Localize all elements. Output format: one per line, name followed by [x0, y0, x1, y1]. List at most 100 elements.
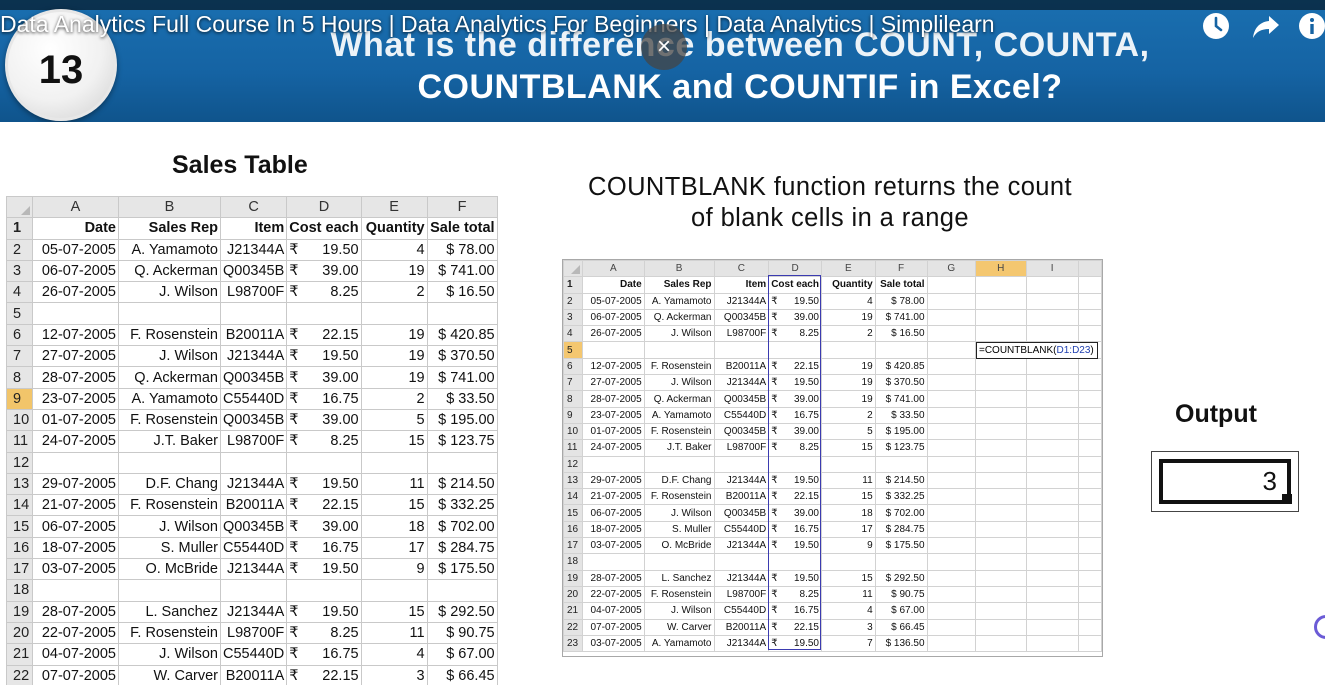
empty-cell[interactable]	[926, 422, 977, 441]
table-cell[interactable]: ₹19.50	[286, 472, 362, 496]
table-cell[interactable]: ₹16.75	[286, 536, 362, 560]
table-cell[interactable]: Cost each	[286, 217, 362, 240]
table-cell[interactable]: $ 420.85	[426, 323, 498, 347]
table-cell[interactable]: 28-07-2005	[32, 600, 119, 623]
table-cell[interactable]: 03-07-2005	[581, 537, 645, 555]
empty-cell[interactable]	[926, 374, 977, 392]
row-number[interactable]: 20	[563, 585, 583, 604]
column-header[interactable]: C	[713, 260, 770, 278]
row-number[interactable]: 19	[563, 569, 583, 587]
row-number[interactable]: 10	[563, 422, 583, 441]
table-cell[interactable]	[360, 579, 428, 602]
table-cell[interactable]: J. Wilson	[118, 515, 221, 538]
table-cell[interactable]: $ 741.00	[426, 259, 498, 283]
table-cell[interactable]: 11	[820, 585, 876, 604]
row-number[interactable]: 2	[6, 238, 33, 261]
empty-cell[interactable]	[926, 569, 977, 587]
table-cell[interactable]: 17	[820, 520, 876, 539]
table-cell[interactable]: $ 370.50	[426, 345, 498, 368]
empty-cell[interactable]	[926, 308, 977, 327]
table-cell[interactable]	[286, 579, 362, 602]
empty-cell[interactable]	[975, 390, 1027, 408]
table-cell[interactable]: J21344A	[713, 634, 770, 653]
table-cell[interactable]: F. Rosenstein	[643, 357, 715, 376]
empty-cell[interactable]	[1025, 374, 1079, 392]
row-number[interactable]: 18	[6, 579, 33, 602]
empty-cell[interactable]	[1077, 618, 1102, 636]
table-cell[interactable]: $ 175.50	[426, 558, 498, 581]
table-cell[interactable]: ₹8.25	[768, 325, 822, 343]
table-cell[interactable]: 12-07-2005	[581, 357, 645, 376]
empty-cell[interactable]	[1077, 390, 1102, 408]
row-number[interactable]: 20	[6, 621, 33, 645]
table-cell[interactable]: 4	[820, 602, 876, 620]
empty-cell[interactable]	[975, 455, 1027, 473]
table-cell[interactable]: ₹19.50	[768, 569, 822, 587]
empty-cell[interactable]	[926, 602, 977, 620]
empty-cell[interactable]	[1025, 308, 1079, 327]
empty-cell[interactable]	[1025, 325, 1079, 343]
table-cell[interactable]: $ 16.50	[426, 281, 498, 304]
table-cell[interactable]: 4	[360, 238, 428, 261]
empty-cell[interactable]	[1025, 439, 1079, 457]
table-cell[interactable]: Item	[219, 217, 288, 240]
table-cell[interactable]: Q00345B	[713, 308, 770, 327]
column-header[interactable]: C	[219, 195, 288, 219]
table-cell[interactable]: D.F. Chang	[118, 472, 221, 496]
empty-cell[interactable]	[926, 520, 977, 539]
row-number[interactable]: 19	[6, 600, 33, 623]
table-cell[interactable]: ₹22.15	[286, 494, 362, 517]
table-cell[interactable]: 21-07-2005	[581, 488, 645, 506]
table-cell[interactable]	[581, 341, 645, 359]
select-all-corner[interactable]	[6, 195, 33, 219]
table-cell[interactable]: 11	[360, 621, 428, 645]
empty-cell[interactable]	[1077, 602, 1102, 620]
table-cell[interactable]: 06-07-2005	[581, 504, 645, 522]
column-header[interactable]: F	[426, 195, 498, 219]
table-cell[interactable]: 15	[360, 494, 428, 517]
table-cell[interactable]: A. Yamamoto	[118, 238, 221, 261]
row-number[interactable]: 4	[563, 325, 583, 343]
table-cell[interactable]: L. Sanchez	[118, 600, 221, 623]
empty-cell[interactable]	[926, 292, 977, 310]
table-cell[interactable]: 19	[820, 390, 876, 408]
table-cell[interactable]: J21344A	[219, 600, 288, 623]
table-cell[interactable]: $ 90.75	[874, 585, 928, 604]
table-cell[interactable]: A. Yamamoto	[643, 292, 715, 310]
table-cell[interactable]: $ 332.25	[426, 494, 498, 517]
table-cell[interactable]	[118, 579, 221, 602]
row-number[interactable]: 17	[6, 558, 33, 581]
table-cell[interactable]: ₹39.00	[768, 422, 822, 441]
table-cell[interactable]: ₹39.00	[286, 515, 362, 538]
column-header[interactable]: E	[360, 195, 428, 219]
table-cell[interactable]: 19	[360, 259, 428, 283]
empty-cell[interactable]	[975, 292, 1027, 310]
empty-cell[interactable]	[926, 439, 977, 457]
table-cell[interactable]: Q00345B	[219, 515, 288, 538]
table-cell[interactable]: $ 292.50	[426, 600, 498, 623]
column-header[interactable]: B	[643, 260, 715, 278]
row-number[interactable]: 14	[6, 494, 33, 517]
empty-cell[interactable]	[1025, 537, 1079, 555]
table-cell[interactable]: 26-07-2005	[581, 325, 645, 343]
table-cell[interactable]: J21344A	[713, 374, 770, 392]
table-cell[interactable]: J. Wilson	[643, 374, 715, 392]
table-cell[interactable]: B20011A	[219, 494, 288, 517]
table-cell[interactable]: L98700F	[713, 585, 770, 604]
table-cell[interactable]: ₹19.50	[286, 600, 362, 623]
row-number[interactable]: 12	[563, 455, 583, 473]
table-cell[interactable]: 18-07-2005	[581, 520, 645, 539]
row-number[interactable]: 13	[563, 471, 583, 490]
empty-cell[interactable]	[1025, 553, 1079, 571]
empty-cell[interactable]	[975, 504, 1027, 522]
table-cell[interactable]: B20011A	[219, 323, 288, 347]
empty-cell[interactable]	[975, 602, 1027, 620]
table-cell[interactable]: ₹19.50	[768, 471, 822, 490]
empty-cell[interactable]	[1077, 553, 1102, 571]
table-cell[interactable]: A. Yamamoto	[643, 634, 715, 653]
table-cell[interactable]: L98700F	[219, 281, 288, 304]
table-cell[interactable]	[874, 455, 928, 473]
table-cell[interactable]: 4	[820, 292, 876, 310]
table-cell[interactable]: $ 123.75	[874, 439, 928, 457]
empty-cell[interactable]	[1077, 292, 1102, 310]
